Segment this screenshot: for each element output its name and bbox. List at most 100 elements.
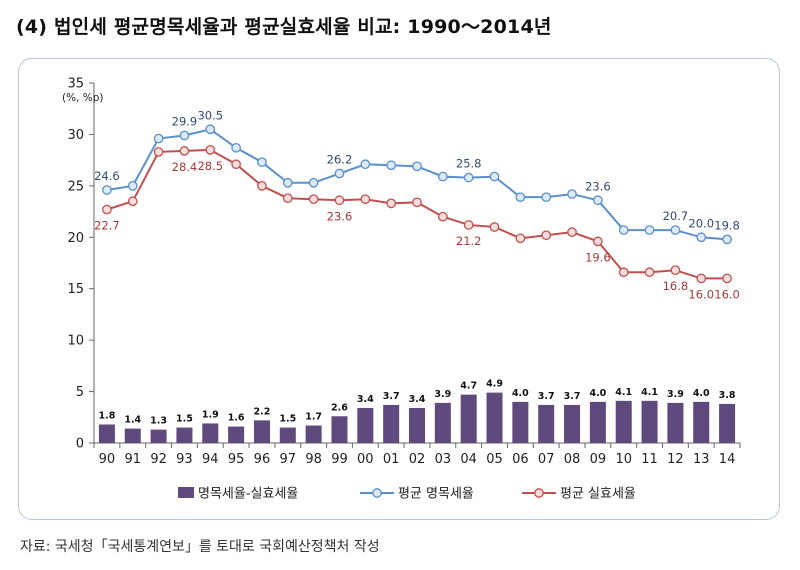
y-tick-label: 25 [67,179,84,194]
line-point [412,161,422,172]
x-tick-label: 90 [99,452,116,467]
x-tick-label: 07 [538,452,555,467]
line-point [179,130,190,141]
bar-data-label: 1.8 [98,410,115,421]
line-data-label: 16.0 [714,287,740,301]
bar-data-label: 2.6 [331,402,348,413]
bar [98,424,115,443]
bar [564,404,581,443]
line-data-label: 20.7 [663,209,689,223]
x-tick-label: 97 [280,452,297,467]
x-tick-label: 14 [719,452,736,467]
line-point [127,181,138,191]
line-data-label: 23.6 [585,179,611,193]
line-data-label: 28.4 [172,160,198,174]
line-point [515,192,526,203]
line-point [541,230,552,241]
x-tick-label: 08 [564,452,581,467]
bar [589,401,606,443]
line-data-label: 23.6 [327,209,353,223]
x-tick-label: 99 [331,452,348,467]
bar-data-label: 4.1 [641,387,658,398]
line-data-label: 26.2 [327,153,353,167]
bar [331,416,348,443]
x-tick-label: 00 [357,452,374,467]
bar [512,401,529,443]
bar [228,426,245,443]
line-point [567,227,577,237]
line-point [670,225,681,235]
y-tick-label: 0 [76,437,84,452]
x-tick-label: 13 [693,452,710,467]
line-point [618,225,629,235]
x-tick-label: 12 [667,452,684,467]
bar-data-label: 1.9 [202,409,219,420]
bar-data-label: 1.5 [279,414,296,425]
y-tick-label: 20 [67,231,84,246]
line-point [334,168,345,179]
line-point [644,267,655,278]
bar-data-label: 3.7 [564,391,581,402]
bar [486,392,503,443]
bar-data-label: 3.4 [409,394,426,405]
x-tick-label: 03 [435,452,452,467]
line-point [722,234,732,245]
line-point [282,193,293,204]
line-data-label: 22.7 [94,219,120,233]
line-point [489,222,500,232]
line-point [541,192,552,203]
bar [667,402,684,443]
line-point [463,220,474,230]
legend-label: 평균 명목세율 [398,487,474,502]
line-point [257,157,267,168]
x-tick-label: 09 [590,452,607,467]
bar [615,400,632,443]
x-tick-label: 11 [641,452,658,467]
bar [150,429,167,443]
bar-data-label: 3.9 [434,389,451,400]
x-tick-label: 96 [254,452,271,467]
x-tick-label: 94 [202,452,219,467]
line-data-label: 28.5 [197,159,223,173]
bar-data-label: 1.3 [150,416,167,427]
line-data-label: 16.8 [663,279,689,293]
line-point [696,232,707,243]
line-data-label: 20.0 [688,216,714,230]
line-point [153,147,164,157]
line-point [386,198,397,209]
line-point [127,196,138,207]
x-tick-label: 91 [124,452,141,467]
line-point [722,273,732,284]
bar-data-label: 4.0 [589,388,606,399]
bar-data-label: 4.0 [512,388,529,399]
nominal-rate-line [106,128,728,241]
line-data-label: 24.6 [94,169,120,183]
bar [408,408,426,443]
line-point [412,197,422,208]
bar-data-label: 1.5 [176,414,193,425]
line-point [386,160,397,171]
bar [460,394,477,443]
unit-label: (%, %p) [62,92,104,104]
legend-label: 평균 실효세율 [560,487,636,502]
line-point [360,159,371,170]
bar [693,401,710,443]
line-point [153,133,164,144]
line-data-label: 25.8 [456,157,482,171]
x-tick-label: 06 [512,452,529,467]
x-tick-label: 01 [383,452,400,467]
x-tick-label: 93 [176,452,193,467]
bar-data-label: 3.7 [383,391,400,402]
line-point [515,233,526,244]
bar [719,403,736,443]
legend-swatch-marker [534,488,544,498]
bar [538,404,555,443]
bar [176,427,193,443]
line-point [489,171,500,182]
line-data-label: 19.6 [585,250,611,264]
y-tick-label: 10 [67,334,84,349]
bar-data-label: 3.4 [357,394,374,405]
bar [305,425,322,443]
x-tick-label: 95 [228,452,245,467]
